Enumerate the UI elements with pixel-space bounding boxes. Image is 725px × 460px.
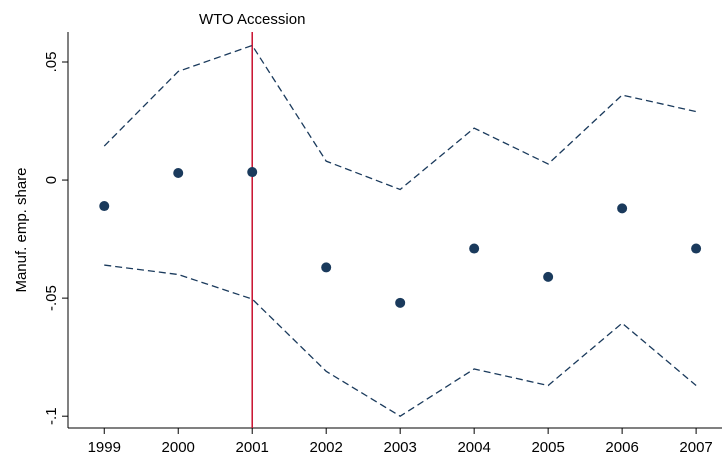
point: [321, 262, 332, 273]
point: [617, 203, 628, 214]
x-tick-label: 2002: [310, 439, 343, 456]
y-tick-label: 0: [43, 176, 60, 184]
point: [395, 297, 406, 308]
point: [173, 167, 184, 178]
x-tick-label: 2003: [383, 439, 416, 456]
y-tick-label: .05: [43, 52, 60, 73]
x-tick-label: 2006: [605, 439, 638, 456]
x-tick-label: 2000: [162, 439, 195, 456]
point: [469, 243, 480, 254]
y-tick-label: -.1: [43, 407, 60, 425]
x-tick-label: 2001: [236, 439, 269, 456]
point: [99, 201, 110, 212]
x-tick-label: 2005: [531, 439, 564, 456]
y-tick-label: -.05: [43, 285, 60, 311]
point: [691, 243, 702, 254]
x-tick-label: 2004: [457, 439, 490, 456]
ci-line: [104, 264, 697, 417]
ci-line: [103, 44, 697, 191]
x-tick-label: 2007: [679, 439, 712, 456]
annotation-label: WTO Accession: [199, 11, 305, 28]
y-axis-label: Manuf. emp. share: [13, 167, 30, 292]
point: [543, 271, 554, 282]
point: [247, 167, 258, 178]
x-tick-label: 1999: [88, 439, 121, 456]
